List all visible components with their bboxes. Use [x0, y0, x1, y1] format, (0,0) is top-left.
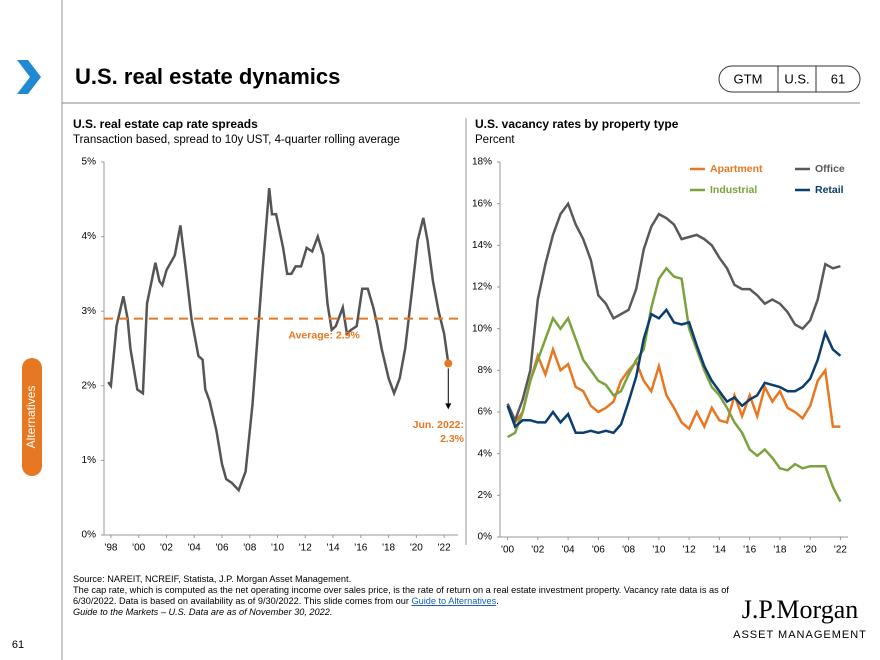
- legend-label: Retail: [815, 184, 844, 196]
- slide-title: U.S. real estate dynamics: [75, 64, 340, 89]
- side-tab-label: Alternatives: [24, 386, 38, 449]
- y-tick-label: 4%: [82, 231, 97, 242]
- line: [506, 266, 842, 503]
- guide-note: Guide to the Markets – U.S. Data are as …: [73, 607, 333, 617]
- x-tick-label: '12: [683, 545, 696, 556]
- line: [506, 201, 841, 424]
- x-tick-label: '04: [562, 545, 575, 556]
- y-tick-label: 2%: [478, 490, 493, 501]
- y-tick-label: 0%: [478, 532, 493, 543]
- annotation: Jun. 2022:: [413, 419, 464, 431]
- page-number: 61: [12, 639, 24, 651]
- x-tick-label: '02: [531, 545, 544, 556]
- x-tick-label: '16: [743, 545, 756, 556]
- y-tick-label: 5%: [82, 157, 97, 168]
- y-tick-label: 0%: [82, 530, 97, 541]
- x-tick-label: '02: [160, 543, 173, 554]
- badge: [718, 65, 861, 93]
- x-tick-label: '20: [804, 545, 817, 556]
- note-end: .: [496, 596, 499, 606]
- footnotes: Source: NAREIT, NCREIF, Statista, J.P. M…: [73, 574, 733, 618]
- x-tick-label: '12: [299, 543, 312, 554]
- x-tick-label: '06: [215, 543, 228, 554]
- y-tick-label: 2%: [82, 380, 97, 391]
- x-tick-label: '00: [132, 543, 145, 554]
- x-tick-label: '14: [713, 545, 726, 556]
- arrow-head: [445, 403, 452, 410]
- x-tick-label: '14: [327, 543, 340, 554]
- x-tick-label: '18: [382, 543, 395, 554]
- chart-subtitle: Transaction based, spread to 10y UST, 4-…: [73, 134, 400, 146]
- x-tick-label: '22: [834, 545, 847, 556]
- average-label: Average: 2.9%: [288, 329, 360, 341]
- legend-label: Apartment: [710, 163, 763, 175]
- y-tick-label: 18%: [472, 157, 492, 168]
- y-tick-label: 8%: [478, 365, 493, 376]
- line: [506, 345, 841, 431]
- x-tick-label: '10: [652, 545, 665, 556]
- y-tick-label: 3%: [82, 306, 97, 317]
- line: [107, 187, 450, 493]
- x-tick-label: '00: [501, 545, 514, 556]
- chevron-icon: [17, 60, 41, 94]
- y-tick-label: 14%: [472, 240, 492, 251]
- x-tick-label: '10: [271, 543, 284, 554]
- x-tick-label: '08: [243, 543, 256, 554]
- x-tick-label: '18: [773, 545, 786, 556]
- side-tab: [22, 358, 42, 476]
- badge-text: U.S.: [784, 71, 809, 86]
- x-tick-label: '16: [354, 543, 367, 554]
- annotation: 2.3%: [440, 433, 465, 445]
- x-tick-label: '98: [104, 543, 117, 554]
- y-tick-label: 16%: [472, 198, 492, 209]
- logo-name: J.P.Morgan: [742, 595, 859, 624]
- line: [506, 307, 842, 435]
- x-tick-label: '06: [592, 545, 605, 556]
- note: The cap rate, which is computed as the n…: [73, 585, 733, 607]
- source: Source: NAREIT, NCREIF, Statista, J.P. M…: [73, 574, 352, 584]
- y-tick-label: 6%: [478, 407, 493, 418]
- logo-sub: ASSET MANAGEMENT: [733, 629, 867, 641]
- x-tick-label: '08: [622, 545, 635, 556]
- link[interactable]: Guide to Alternatives: [411, 596, 497, 606]
- y-tick-label: 12%: [472, 282, 492, 293]
- chart-subtitle: Percent: [475, 134, 515, 146]
- chart-title: U.S. real estate cap rate spreads: [73, 117, 258, 131]
- x-tick-label: '22: [438, 543, 451, 554]
- chart-title: U.S. vacancy rates by property type: [475, 117, 679, 131]
- y-tick-label: 1%: [82, 455, 97, 466]
- y-tick-label: 4%: [478, 448, 493, 459]
- note-text: The cap rate, which is computed as the n…: [73, 585, 729, 606]
- legend-label: Office: [815, 163, 845, 175]
- x-tick-label: '04: [188, 543, 201, 554]
- end-dot: [444, 359, 453, 368]
- x-tick-label: '20: [410, 543, 423, 554]
- badge-text: GTM: [734, 71, 763, 86]
- y-tick-label: 10%: [472, 323, 492, 334]
- legend-label: Industrial: [710, 184, 757, 196]
- badge-text: 61: [831, 71, 845, 86]
